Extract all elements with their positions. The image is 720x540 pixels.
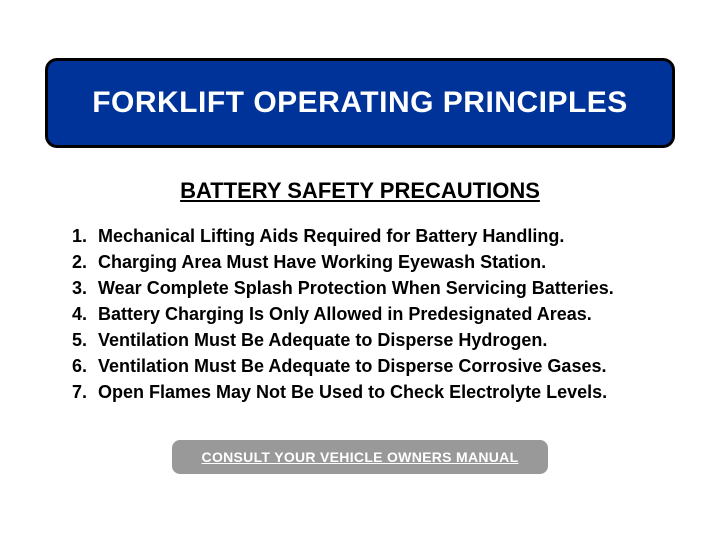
list-item: 4. Battery Charging Is Only Allowed in P… [72, 304, 672, 325]
list-number: 7. [72, 382, 98, 403]
list-text: Mechanical Lifting Aids Required for Bat… [98, 226, 564, 247]
footer-box: CONSULT YOUR VEHICLE OWNERS MANUAL [172, 440, 548, 474]
list-text: Open Flames May Not Be Used to Check Ele… [98, 382, 607, 403]
list-item: 2. Charging Area Must Have Working Eyewa… [72, 252, 672, 273]
list-item: 7. Open Flames May Not Be Used to Check … [72, 382, 672, 403]
list-text: Wear Complete Splash Protection When Ser… [98, 278, 614, 299]
list-number: 6. [72, 356, 98, 377]
list-item: 1. Mechanical Lifting Aids Required for … [72, 226, 672, 247]
list-number: 4. [72, 304, 98, 325]
list-number: 2. [72, 252, 98, 273]
list-text: Ventilation Must Be Adequate to Disperse… [98, 330, 547, 351]
list-text: Charging Area Must Have Working Eyewash … [98, 252, 546, 273]
list-number: 3. [72, 278, 98, 299]
precautions-list: 1. Mechanical Lifting Aids Required for … [72, 226, 672, 408]
list-text: Battery Charging Is Only Allowed in Pred… [98, 304, 592, 325]
header-title: FORKLIFT OPERATING PRINCIPLES [92, 86, 628, 120]
list-text: Ventilation Must Be Adequate to Disperse… [98, 356, 606, 377]
list-number: 5. [72, 330, 98, 351]
subtitle: BATTERY SAFETY PRECAUTIONS [0, 178, 720, 204]
list-item: 3. Wear Complete Splash Protection When … [72, 278, 672, 299]
header-box: FORKLIFT OPERATING PRINCIPLES [45, 58, 675, 148]
footer-text: CONSULT YOUR VEHICLE OWNERS MANUAL [202, 449, 519, 465]
list-number: 1. [72, 226, 98, 247]
list-item: 6. Ventilation Must Be Adequate to Dispe… [72, 356, 672, 377]
list-item: 5. Ventilation Must Be Adequate to Dispe… [72, 330, 672, 351]
